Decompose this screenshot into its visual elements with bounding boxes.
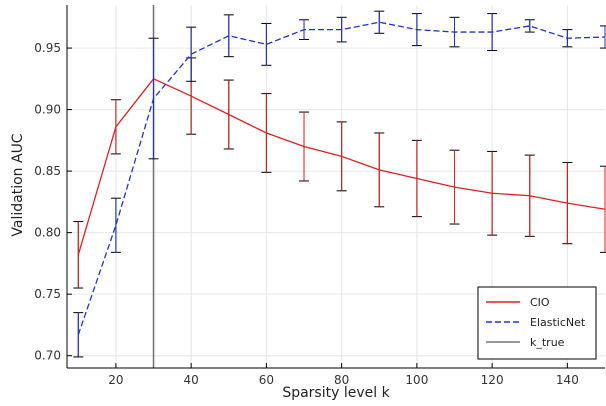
x-tick-label: 100 [405,373,428,387]
y-axis-label: Validation AUC [10,133,26,236]
tick-labels: 20 40 60 80 100 120 140 0.70 0.75 0.80 0.85 0.90 0.9… [34,41,579,387]
x-tick-label: 20 [108,373,123,387]
y-tick-label: 0.80 [34,226,61,240]
x-tick-label: 80 [334,373,349,387]
x-tick-label: 140 [556,373,579,387]
legend: CIO ElasticNet k_true [477,286,597,360]
x-tick-label: 40 [184,373,199,387]
series-group [73,10,606,358]
x-tick-label: 60 [259,373,274,387]
x-tick-label: 120 [481,373,504,387]
legend-label: k_true [530,336,565,349]
x-axis-label: Sparsity level k [282,385,390,401]
legend-label: CIO [530,296,550,309]
y-tick-label: 0.75 [34,287,61,301]
y-tick-label: 0.95 [34,41,61,55]
series-elasticnet [73,10,606,358]
legend-label: ElasticNet [530,316,586,329]
y-tick-label: 0.90 [34,103,61,117]
y-tick-label: 0.85 [34,164,61,178]
axes [66,5,605,369]
y-tick-label: 0.70 [34,349,61,363]
series-line-elasticnet [77,21,606,335]
legend-box [477,286,597,360]
